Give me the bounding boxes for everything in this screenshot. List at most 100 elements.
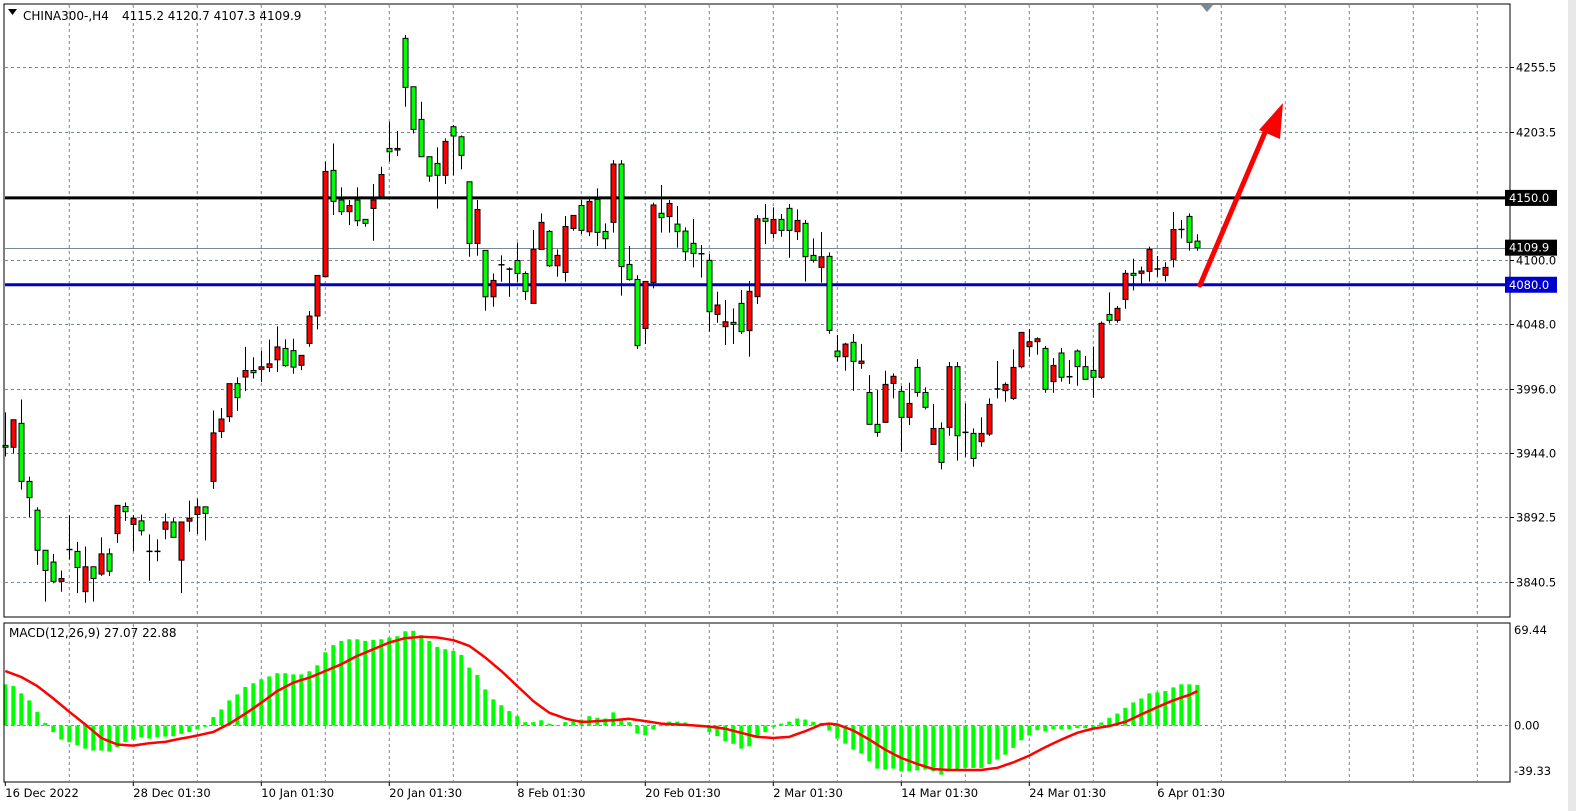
macd-histogram-bar	[379, 639, 384, 726]
candle-body-down	[1042, 347, 1049, 390]
macd-histogram-bar	[131, 725, 136, 740]
candle-body-down	[330, 169, 337, 202]
candle	[562, 216, 569, 282]
macd-histogram-bar	[1099, 722, 1104, 726]
candle-body-down	[1106, 313, 1113, 321]
macd-histogram-bar	[555, 725, 560, 727]
macd-histogram-bar	[19, 693, 24, 726]
candle	[634, 275, 641, 350]
candle-body-down	[26, 480, 33, 499]
macd-histogram-bar	[875, 725, 880, 769]
candle	[818, 232, 825, 283]
candle-body-down	[706, 259, 713, 313]
macd-histogram-bar	[963, 725, 968, 768]
macd-histogram-bar	[115, 725, 120, 748]
candle-body-up	[162, 521, 169, 530]
macd-histogram-bar	[835, 725, 840, 739]
candle-body-down	[826, 255, 833, 331]
candle-body-up	[194, 506, 201, 516]
candle	[1186, 213, 1193, 251]
macd-histogram-bar	[843, 725, 848, 744]
candle-body-down	[778, 218, 785, 231]
macd-histogram-bar	[83, 725, 88, 749]
macd-histogram-bar	[987, 725, 992, 764]
macd-histogram-bar	[475, 674, 480, 726]
candle	[42, 549, 49, 602]
macd-histogram-bar	[611, 712, 616, 726]
candle-body-down	[682, 230, 689, 253]
candle	[538, 213, 545, 250]
candle	[1042, 346, 1049, 393]
macd-histogram-bar	[203, 725, 208, 727]
candle	[434, 147, 441, 209]
candle-body-down	[834, 350, 841, 358]
candle-body-up	[10, 419, 17, 448]
macd-histogram-bar	[643, 725, 648, 736]
macd-histogram-bar	[323, 652, 328, 726]
candle	[1194, 234, 1201, 251]
candle-body-up	[906, 402, 913, 418]
chart-shift-marker-icon[interactable]	[1201, 5, 1213, 12]
current-price-label-box	[1505, 239, 1557, 256]
candle	[426, 156, 433, 182]
macd-histogram-bar	[387, 637, 392, 726]
candle	[626, 246, 633, 281]
candle-body-down	[674, 223, 681, 233]
up-arrow-annotation[interactable]	[1197, 103, 1283, 288]
macd-histogram-bar	[155, 725, 160, 738]
macd-histogram-bar	[147, 725, 152, 739]
macd-histogram-bar	[1195, 684, 1200, 726]
candle	[778, 214, 785, 237]
macd-histogram-bar	[403, 631, 408, 726]
macd-histogram-bar	[491, 699, 496, 726]
macd-histogram-bar	[11, 686, 16, 726]
price-tick-label: 3996.0	[1516, 383, 1556, 397]
macd-histogram-bar	[531, 722, 536, 726]
macd-histogram-bar	[571, 721, 576, 726]
collapse-triangle-icon[interactable]	[8, 9, 17, 15]
candle	[714, 291, 721, 323]
candle	[418, 101, 425, 158]
macd-histogram-bar	[187, 725, 192, 732]
resistance-price-label-box	[1505, 189, 1557, 206]
candle-body-up	[842, 343, 849, 358]
candle	[226, 383, 233, 422]
macd-histogram-bar	[1131, 702, 1136, 726]
candle-body-up	[1114, 307, 1121, 321]
candle	[114, 504, 121, 543]
macd-histogram-bar	[947, 725, 952, 772]
macd-histogram-bar	[955, 725, 960, 770]
macd-histogram-bar	[27, 700, 32, 726]
candle-body-up	[1018, 331, 1025, 368]
candle-body-down	[290, 350, 297, 368]
candle	[586, 198, 593, 237]
candle-body-up	[610, 163, 617, 223]
candle	[946, 362, 953, 436]
candle-body-up	[82, 566, 89, 593]
price-tick-label: 4048.0	[1516, 318, 1556, 332]
candle	[362, 218, 369, 227]
macd-histogram-bar	[179, 725, 184, 734]
candle	[410, 86, 417, 134]
candle-body-up	[530, 248, 537, 304]
macd-histogram-bar	[1171, 687, 1176, 726]
macd-histogram-bar	[163, 725, 168, 737]
candle	[730, 308, 737, 345]
macd-histogram-bar	[851, 725, 856, 750]
candle-body-down	[786, 207, 793, 231]
candle	[1114, 305, 1121, 323]
candle-body-down	[954, 366, 961, 437]
candle-body-down	[354, 199, 361, 222]
candle-body-up	[1122, 272, 1129, 300]
candle-body-up	[266, 363, 273, 369]
candle-body-up	[978, 432, 985, 443]
macd-histogram-bar	[1027, 725, 1032, 736]
macd-histogram-bar	[795, 718, 800, 726]
candle-body-down	[546, 230, 553, 267]
macd-histogram-bar	[75, 725, 80, 746]
candle	[66, 515, 73, 560]
candle	[1026, 329, 1033, 357]
candle	[194, 498, 201, 535]
candle-body-up	[986, 403, 993, 435]
